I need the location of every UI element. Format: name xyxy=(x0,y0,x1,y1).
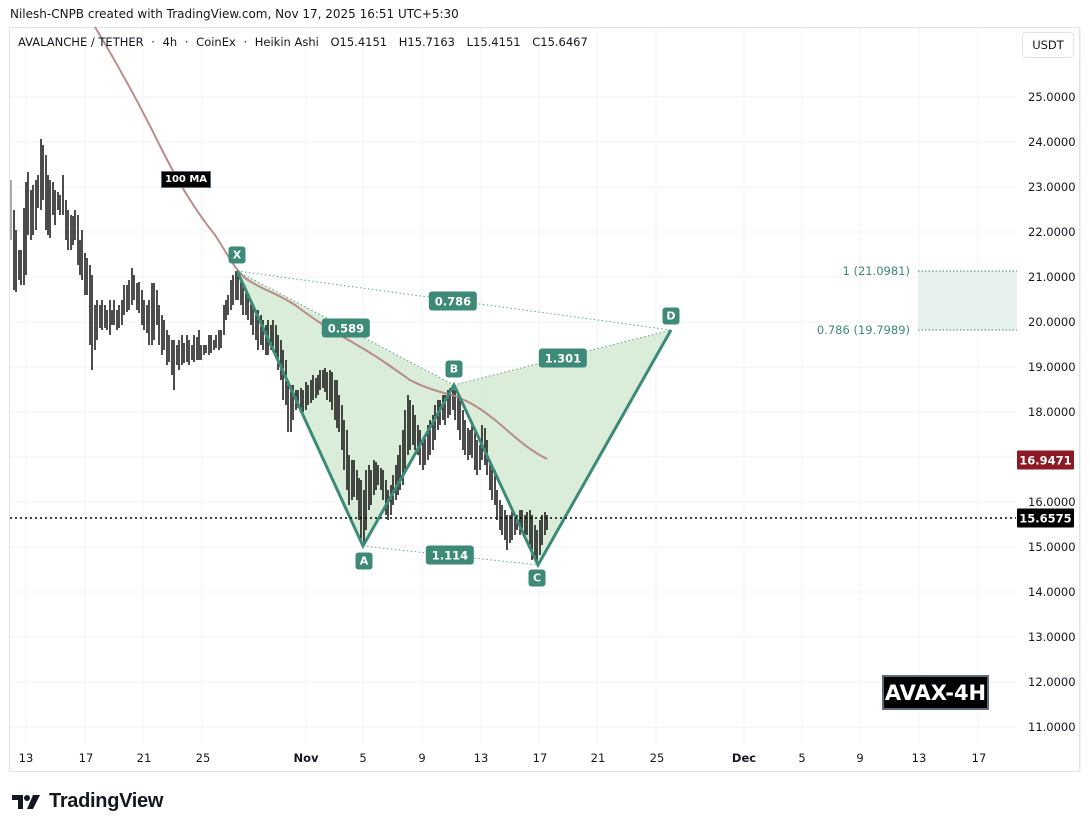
chart-attribution: Nilesh-CNPB created with TradingView.com… xyxy=(10,7,459,21)
time-tick-month: Nov xyxy=(293,751,319,765)
pattern-point-a[interactable]: A xyxy=(355,552,373,570)
ma-100-label: 100 MA xyxy=(161,171,212,188)
fib-target-zone xyxy=(918,270,1017,331)
pattern-point-d[interactable]: D xyxy=(662,307,680,325)
time-tick: 17 xyxy=(78,751,94,765)
time-tick-month: Dec xyxy=(731,751,757,765)
tradingview-logo-icon xyxy=(12,794,40,809)
time-tick: 17 xyxy=(971,751,987,765)
time-tick: 25 xyxy=(649,751,665,765)
time-tick: 5 xyxy=(798,751,806,765)
fib-level-0786-label: 0.786 (19.7989) xyxy=(816,323,910,337)
legend-sep: · xyxy=(243,35,248,49)
time-tick: 13 xyxy=(18,751,34,765)
time-tick: 9 xyxy=(418,751,426,765)
price-tick: 21.0000 xyxy=(1028,270,1076,284)
symbol-legend[interactable]: AVALANCHE / TETHER · 4h · CoinEx · Heiki… xyxy=(18,35,592,49)
legend-interval: 4h xyxy=(162,35,178,49)
last-price-tag: 15.6575 xyxy=(1017,508,1074,528)
price-tick: 22.0000 xyxy=(1028,225,1076,239)
legend-chart-type: Heikin Ashi xyxy=(254,35,319,49)
time-tick: 5 xyxy=(359,751,367,765)
legend-low: L15.4151 xyxy=(466,35,521,49)
ratio-label-ac[interactable]: 1.114 xyxy=(425,545,475,565)
ma-100-line xyxy=(94,26,548,460)
legend-open: O15.4151 xyxy=(330,35,388,49)
time-tick: 21 xyxy=(590,751,606,765)
harmonic-pattern-fill xyxy=(237,271,671,565)
tradingview-logo[interactable]: TradingView xyxy=(12,790,163,813)
currency-button[interactable]: USDT xyxy=(1022,32,1074,58)
ratio-label-xd[interactable]: 0.786 xyxy=(428,291,478,311)
price-tick: 11.0000 xyxy=(1028,720,1076,734)
price-tick: 14.0000 xyxy=(1028,585,1076,599)
price-axis-separator xyxy=(1080,27,1081,772)
price-tick: 24.0000 xyxy=(1028,135,1076,149)
fib-level-1-label: 1 (21.0981) xyxy=(842,264,910,278)
ratio-label-xb[interactable]: 0.589 xyxy=(321,318,371,338)
legend-exchange: CoinEx xyxy=(196,35,236,49)
price-tick: 12.0000 xyxy=(1028,675,1076,689)
pattern-point-x[interactable]: X xyxy=(228,246,246,264)
ma-price-tag: 16.9471 xyxy=(1017,450,1074,470)
symbol-watermark: AVAX-4H xyxy=(882,675,989,710)
time-tick: 21 xyxy=(136,751,152,765)
legend-high: H15.7163 xyxy=(398,35,455,49)
price-bars xyxy=(10,139,548,563)
price-tick: 25.0000 xyxy=(1028,90,1076,104)
legend-sep: · xyxy=(184,35,189,49)
price-tick: 15.0000 xyxy=(1028,540,1076,554)
price-tick: 19.0000 xyxy=(1028,360,1076,374)
time-tick: 17 xyxy=(532,751,548,765)
harmonic-pattern-legs xyxy=(235,270,673,569)
legend-symbol[interactable]: AVALANCHE / TETHER xyxy=(18,35,144,49)
price-tick: 13.0000 xyxy=(1028,630,1076,644)
price-tick: 16.0000 xyxy=(1028,495,1076,509)
pattern-point-b[interactable]: B xyxy=(445,360,463,378)
time-tick: 13 xyxy=(473,751,489,765)
time-tick: 9 xyxy=(856,751,864,765)
legend-sep: · xyxy=(151,35,155,49)
legend-close: C15.6467 xyxy=(532,35,588,49)
ratio-label-bd[interactable]: 1.301 xyxy=(538,348,588,368)
price-tick: 23.0000 xyxy=(1028,180,1076,194)
pattern-point-c[interactable]: C xyxy=(528,569,546,587)
price-tick: 18.0000 xyxy=(1028,405,1076,419)
time-tick: 13 xyxy=(911,751,927,765)
tradingview-brand-text: TradingView xyxy=(49,790,164,812)
chart-frame xyxy=(9,27,1080,772)
time-tick: 25 xyxy=(195,751,211,765)
price-tick: 20.0000 xyxy=(1028,315,1076,329)
